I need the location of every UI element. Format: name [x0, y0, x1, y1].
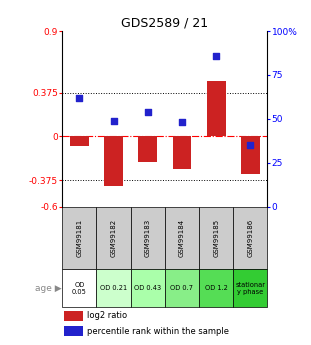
- Text: log2 ratio: log2 ratio: [87, 311, 127, 320]
- Text: GSM99183: GSM99183: [145, 219, 151, 257]
- Bar: [64, 310, 83, 321]
- Title: GDS2589 / 21: GDS2589 / 21: [121, 17, 208, 30]
- Point: [111, 118, 116, 124]
- Text: GSM99182: GSM99182: [110, 219, 117, 257]
- Bar: [131, 207, 165, 269]
- Point: [77, 95, 82, 100]
- Bar: [241, 136, 260, 174]
- Text: GSM99184: GSM99184: [179, 219, 185, 257]
- Point: [214, 53, 219, 58]
- Bar: [233, 207, 267, 269]
- Bar: [233, 269, 267, 307]
- Bar: [165, 269, 199, 307]
- Text: stationar
y phase: stationar y phase: [235, 282, 265, 295]
- Text: age ▶: age ▶: [35, 284, 62, 293]
- Text: GSM99181: GSM99181: [76, 219, 82, 257]
- Text: GSM99185: GSM99185: [213, 219, 219, 257]
- Text: OD 0.43: OD 0.43: [134, 285, 161, 291]
- Point: [248, 142, 253, 148]
- Bar: [131, 269, 165, 307]
- Bar: [199, 269, 233, 307]
- Text: percentile rank within the sample: percentile rank within the sample: [87, 327, 229, 336]
- Point: [145, 109, 150, 115]
- Bar: [104, 136, 123, 186]
- Bar: [165, 207, 199, 269]
- Bar: [199, 207, 233, 269]
- Bar: [64, 326, 83, 336]
- Bar: [96, 269, 131, 307]
- Text: OD
0.05: OD 0.05: [72, 282, 87, 295]
- Text: OD 0.21: OD 0.21: [100, 285, 127, 291]
- Bar: [62, 269, 96, 307]
- Bar: [62, 207, 96, 269]
- Text: OD 1.2: OD 1.2: [205, 285, 228, 291]
- Bar: [138, 136, 157, 162]
- Bar: [70, 136, 89, 146]
- Bar: [96, 207, 131, 269]
- Text: OD 0.7: OD 0.7: [170, 285, 193, 291]
- Bar: [207, 81, 225, 136]
- Point: [179, 120, 184, 125]
- Text: GSM99186: GSM99186: [247, 219, 253, 257]
- Bar: [173, 136, 191, 169]
